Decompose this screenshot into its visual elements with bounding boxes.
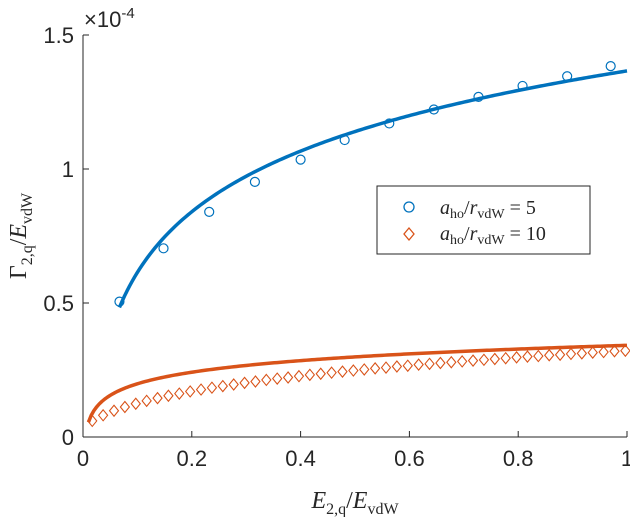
x-tick-label: 0.4 bbox=[285, 446, 316, 471]
data-point-series-2 bbox=[195, 383, 207, 396]
data-point-series-2 bbox=[163, 389, 174, 403]
fit-line-series-2 bbox=[86, 343, 628, 423]
data-point-series-2 bbox=[576, 347, 588, 360]
data-point-series-2 bbox=[326, 366, 337, 380]
data-point-series-2 bbox=[337, 365, 348, 378]
data-point-series-2 bbox=[620, 344, 630, 358]
data-point-series-2 bbox=[97, 408, 109, 422]
data-point-series-2 bbox=[348, 364, 359, 377]
data-point-series-2 bbox=[250, 375, 261, 388]
data-point-series-1 bbox=[428, 104, 439, 115]
data-point-series-2 bbox=[500, 351, 511, 365]
data-point-series-2 bbox=[467, 354, 479, 367]
x-tick-label: 1 bbox=[621, 446, 630, 471]
data-point-series-2 bbox=[282, 371, 294, 384]
data-point-series-2 bbox=[511, 351, 522, 364]
y-tick-label: 0.5 bbox=[43, 291, 74, 316]
data-point-series-2 bbox=[293, 369, 305, 383]
data-point-series-2 bbox=[456, 355, 468, 368]
data-point-series-2 bbox=[239, 376, 250, 390]
data-point-series-2 bbox=[152, 391, 163, 405]
data-point-series-2 bbox=[402, 359, 413, 373]
legend-box bbox=[376, 185, 591, 255]
data-point-series-2 bbox=[206, 381, 218, 395]
data-point-series-2 bbox=[391, 360, 403, 373]
data-point-series-2 bbox=[261, 373, 272, 387]
x-tick-label: 0.6 bbox=[394, 446, 425, 471]
data-point-series-2 bbox=[522, 350, 533, 363]
data-point-series-2 bbox=[119, 400, 131, 414]
data-point-series-2 bbox=[543, 348, 555, 362]
y-tick-label: 1 bbox=[62, 157, 74, 182]
x-tick-label: 0.8 bbox=[503, 446, 534, 471]
data-point-series-1 bbox=[605, 60, 616, 72]
data-point-series-2 bbox=[271, 372, 283, 385]
y-tick-label: 0 bbox=[62, 425, 74, 450]
data-point-series-2 bbox=[130, 397, 141, 411]
y-tick-label: 1.5 bbox=[43, 23, 74, 48]
data-point-series-1 bbox=[339, 134, 350, 146]
data-point-series-2 bbox=[369, 362, 381, 375]
data-point-series-2 bbox=[489, 352, 501, 366]
y-exponent-label: ×10-4 bbox=[84, 5, 135, 32]
data-point-series-2 bbox=[108, 404, 120, 418]
data-point-series-1 bbox=[295, 154, 306, 165]
data-point-series-2 bbox=[435, 356, 446, 370]
data-point-series-2 bbox=[87, 414, 98, 428]
data-point-series-1 bbox=[204, 206, 215, 217]
data-point-series-1 bbox=[562, 71, 573, 82]
data-point-series-2 bbox=[141, 394, 152, 408]
legend: aho/rvdW = 5 aho/rvdW = 10 bbox=[376, 185, 591, 255]
fit-line-series-1 bbox=[117, 69, 628, 309]
data-point-series-2 bbox=[598, 345, 609, 359]
data-point-series-2 bbox=[446, 355, 457, 369]
data-point-series-2 bbox=[424, 357, 435, 371]
legend-label-series-2: aho/rvdW = 10 bbox=[440, 223, 546, 248]
x-tick-label: 0.2 bbox=[177, 446, 208, 471]
data-point-series-2 bbox=[554, 348, 566, 362]
y-axis-label: Γ2,q/EvdW bbox=[6, 192, 36, 279]
data-point-series-2 bbox=[359, 363, 370, 376]
legend-marker-series-2 bbox=[403, 226, 415, 242]
data-point-series-2 bbox=[304, 368, 316, 382]
data-point-series-2 bbox=[315, 367, 326, 381]
data-point-series-2 bbox=[413, 358, 424, 372]
data-point-series-2 bbox=[565, 347, 577, 361]
data-point-series-1 bbox=[158, 243, 169, 254]
data-point-series-2 bbox=[533, 349, 544, 363]
x-axis-label: E2,q/EvdW bbox=[310, 488, 399, 517]
data-point-series-2 bbox=[609, 344, 620, 358]
data-point-series-1 bbox=[517, 80, 528, 92]
data-point-series-1 bbox=[114, 296, 125, 307]
data-point-series-2 bbox=[217, 379, 229, 393]
legend-marker-series-1 bbox=[403, 201, 415, 213]
data-point-series-2 bbox=[228, 378, 239, 391]
data-point-series-2 bbox=[478, 353, 490, 367]
data-point-series-2 bbox=[587, 346, 598, 359]
legend-label-series-1: aho/rvdW = 5 bbox=[440, 197, 536, 222]
data-point-series-1 bbox=[384, 118, 395, 129]
data-point-series-1 bbox=[249, 176, 261, 187]
data-point-series-2 bbox=[184, 385, 196, 398]
data-point-series-2 bbox=[174, 387, 185, 400]
data-point-series-1 bbox=[473, 91, 484, 103]
x-tick-label: 0 bbox=[77, 446, 89, 471]
data-point-series-2 bbox=[380, 361, 392, 374]
